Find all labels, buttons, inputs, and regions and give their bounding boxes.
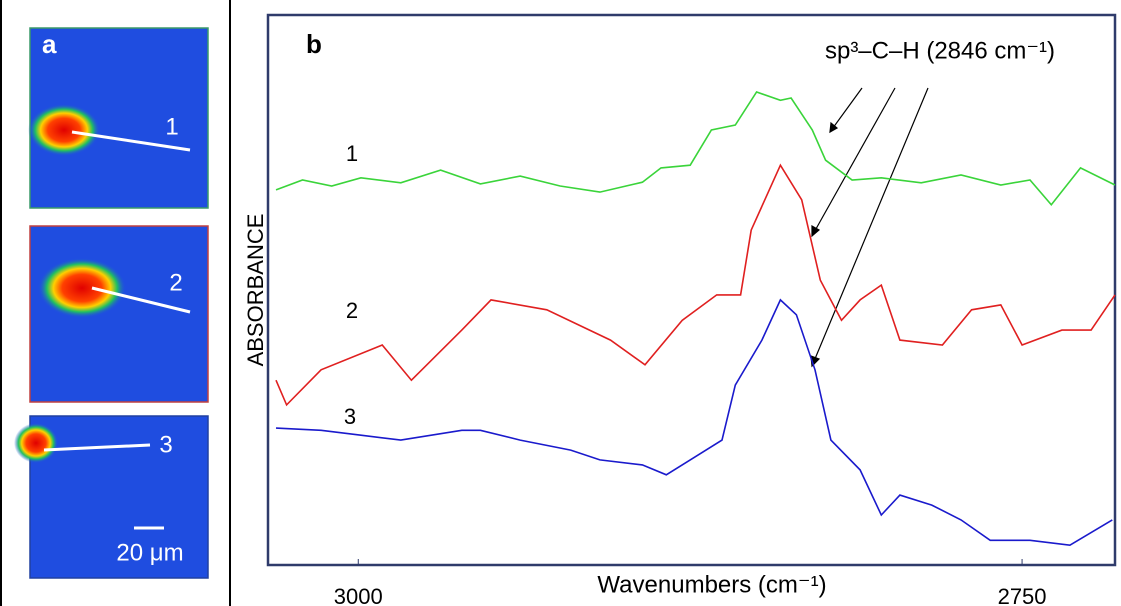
particle [38,258,126,318]
pointer [91,286,191,314]
spectrum-line [275,91,1116,207]
x-tick-label: 2750 [998,584,1047,606]
image-tile [29,225,209,403]
pointer [43,443,151,452]
panel-a: 1 a 2 3 20 μm [14,27,209,579]
particle [28,104,100,156]
spectrum-line [275,163,1116,407]
spectrum-line [275,298,1113,547]
image-label: 1 [165,113,178,140]
panel-label: a [42,29,57,59]
annotation: sp³–C–H (2846 cm⁻¹) [825,37,1055,64]
panel-label: b [306,29,322,59]
pointer [71,130,191,152]
scale-label: 20 μm [116,539,183,566]
annotation-arrows [810,87,929,368]
y-axis-label: ABSORBANCE [243,214,268,367]
series-label: 1 [346,141,358,166]
image-label: 2 [169,269,182,296]
image-tile [29,415,209,579]
image-label: 3 [159,431,172,458]
series-label: 3 [344,404,356,429]
series-label: 2 [346,298,358,323]
x-axis-label: Wavenumbers (cm⁻¹) [597,571,826,598]
x-tick-label: 3000 [334,584,383,606]
plot-frame [266,13,1117,567]
particle [14,423,58,463]
